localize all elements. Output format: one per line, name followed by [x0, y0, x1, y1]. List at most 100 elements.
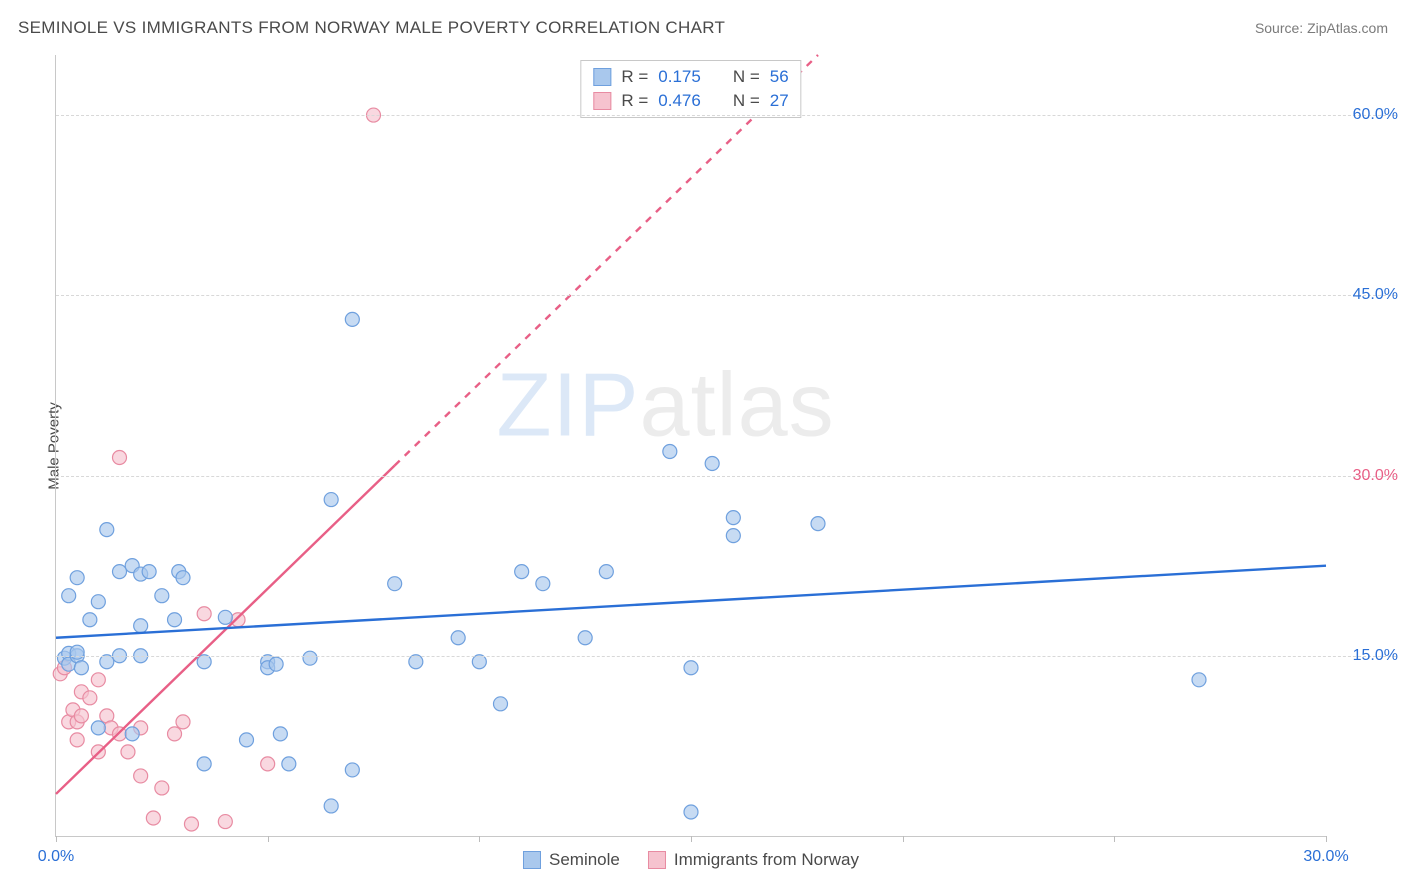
scatter-point	[388, 577, 402, 591]
scatter-point	[70, 733, 84, 747]
y-tick-label: 60.0%	[1333, 106, 1398, 124]
scatter-point	[134, 619, 148, 633]
legend-stat-row: R = 0.175 N = 56	[593, 65, 788, 89]
chart-title: SEMINOLE VS IMMIGRANTS FROM NORWAY MALE …	[18, 18, 725, 38]
scatter-point	[811, 517, 825, 531]
scatter-point	[176, 715, 190, 729]
scatter-point	[197, 757, 211, 771]
scatter-point	[409, 655, 423, 669]
y-tick-label: 45.0%	[1333, 286, 1398, 304]
scatter-point	[345, 312, 359, 326]
stat-r-value: 0.476	[658, 91, 701, 111]
legend-stats: R = 0.175 N = 56 R = 0.476 N = 27	[580, 60, 801, 118]
stat-n-label: N =	[733, 91, 760, 111]
scatter-point	[168, 727, 182, 741]
stat-r-value: 0.175	[658, 67, 701, 87]
scatter-point	[303, 651, 317, 665]
scatter-point	[155, 781, 169, 795]
stat-r-label: R =	[621, 91, 648, 111]
grid-line	[56, 115, 1396, 116]
grid-line	[56, 656, 1396, 657]
scatter-point	[684, 805, 698, 819]
x-tick	[1326, 836, 1327, 842]
legend-series-item: Seminole	[523, 850, 620, 870]
scatter-point	[134, 769, 148, 783]
legend-series-label: Seminole	[549, 850, 620, 870]
scatter-point	[282, 757, 296, 771]
legend-swatch	[593, 68, 611, 86]
scatter-point	[121, 745, 135, 759]
grid-line	[56, 295, 1396, 296]
x-tick	[268, 836, 269, 842]
scatter-point	[324, 493, 338, 507]
trend-line	[56, 566, 1326, 638]
x-tick-label: 30.0%	[1303, 848, 1348, 866]
x-tick	[56, 836, 57, 842]
scatter-point	[231, 613, 245, 627]
scatter-point	[705, 457, 719, 471]
plot-area: ZIPatlas R =0.175N =56R =0.476N =27 Semi…	[55, 55, 1326, 837]
scatter-point	[663, 445, 677, 459]
scatter-point	[62, 589, 76, 603]
scatter-point	[142, 565, 156, 579]
scatter-point	[146, 811, 160, 825]
scatter-point	[74, 709, 88, 723]
scatter-point	[70, 645, 84, 659]
scatter-point	[472, 655, 486, 669]
stat-n-label: N =	[733, 67, 760, 87]
scatter-point	[1192, 673, 1206, 687]
scatter-point	[240, 733, 254, 747]
legend-swatch	[523, 851, 541, 869]
scatter-point	[494, 697, 508, 711]
scatter-point	[515, 565, 529, 579]
x-tick	[479, 836, 480, 842]
legend-stat-row: R = 0.476 N = 27	[593, 89, 788, 113]
y-tick-label: 15.0%	[1333, 647, 1398, 665]
y-tick-label: 30.0%	[1333, 467, 1398, 485]
scatter-point	[70, 571, 84, 585]
legend-series-label: Immigrants from Norway	[674, 850, 859, 870]
x-tick-label: 0.0%	[38, 848, 74, 866]
plot-container: ZIPatlas R =0.175N =56R =0.476N =27 Semi…	[55, 55, 1326, 837]
legend-swatch	[593, 92, 611, 110]
scatter-point	[599, 565, 613, 579]
scatter-point	[100, 655, 114, 669]
grid-line	[56, 476, 1396, 477]
scatter-point	[168, 613, 182, 627]
scatter-point	[91, 721, 105, 735]
stat-n-value: 27	[770, 91, 789, 111]
x-tick	[691, 836, 692, 842]
stat-n-value: 56	[770, 67, 789, 87]
scatter-point	[83, 613, 97, 627]
scatter-point	[91, 673, 105, 687]
scatter-point	[684, 661, 698, 675]
scatter-point	[536, 577, 550, 591]
x-tick	[903, 836, 904, 842]
trend-line	[56, 466, 395, 794]
legend-series: Seminole Immigrants from Norway	[523, 850, 859, 870]
scatter-point	[184, 817, 198, 831]
scatter-point	[155, 589, 169, 603]
stat-r-label: R =	[621, 67, 648, 87]
scatter-point	[218, 815, 232, 829]
scatter-point	[726, 511, 740, 525]
scatter-point	[74, 661, 88, 675]
scatter-point	[125, 727, 139, 741]
scatter-point	[345, 763, 359, 777]
scatter-point	[218, 610, 232, 624]
scatter-point	[91, 595, 105, 609]
legend-series-item: Immigrants from Norway	[648, 850, 859, 870]
scatter-point	[197, 607, 211, 621]
scatter-point	[273, 727, 287, 741]
scatter-plot-svg	[56, 55, 1326, 836]
scatter-point	[261, 757, 275, 771]
source-attribution: Source: ZipAtlas.com	[1255, 20, 1388, 36]
scatter-point	[269, 657, 283, 671]
scatter-point	[113, 451, 127, 465]
scatter-point	[197, 655, 211, 669]
scatter-point	[451, 631, 465, 645]
scatter-point	[100, 523, 114, 537]
scatter-point	[176, 571, 190, 585]
scatter-point	[113, 565, 127, 579]
x-tick	[1114, 836, 1115, 842]
